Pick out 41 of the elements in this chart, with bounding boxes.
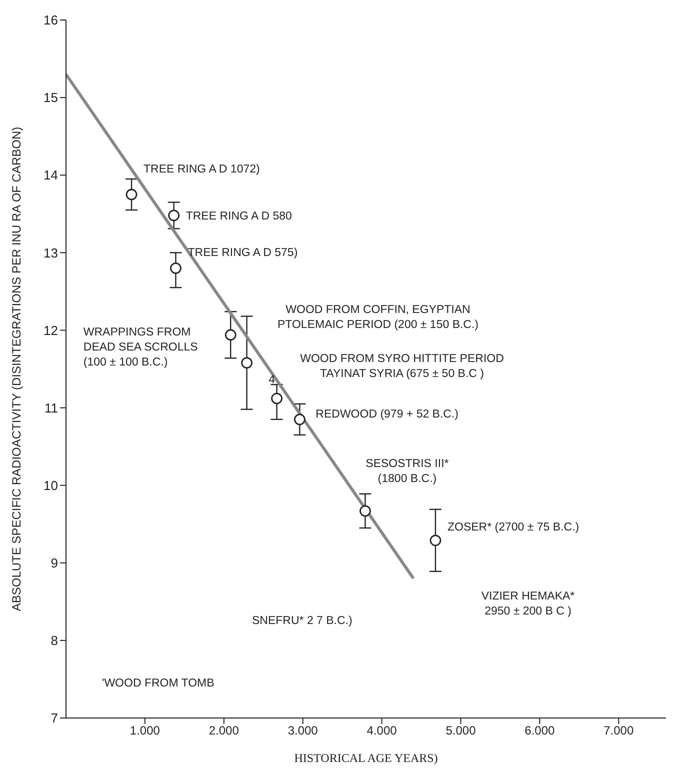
x-axis-title: HISTORICAL AGE YEARS) bbox=[294, 751, 438, 765]
x-tick-label: 4.000 bbox=[366, 724, 398, 738]
annotation: TREE RING A D 580 bbox=[186, 210, 292, 222]
point bbox=[430, 534, 442, 546]
annotation: REDWOOD (979 + 52 B.C.) bbox=[316, 408, 459, 420]
annotation: SESOSTRIS III* (1800 B.C.) bbox=[366, 458, 450, 485]
y-tick-label: 10 bbox=[44, 478, 58, 493]
annotation: VIZIER HEMAKA* 2950 ± 200 B C ) bbox=[481, 590, 576, 618]
y-tick-label: 12 bbox=[44, 322, 58, 338]
y-tick-label: 16 bbox=[44, 12, 58, 28]
y-tick-label: 11 bbox=[44, 400, 58, 416]
point bbox=[170, 262, 182, 274]
annotation: SNEFRU* 2 7 B.C.) bbox=[252, 614, 352, 627]
x-tick-label: 3.000 bbox=[288, 724, 318, 738]
y-tick-label: 8 bbox=[50, 633, 58, 648]
x-tick-label: 2.000 bbox=[208, 724, 240, 738]
x-tick-label: 5.000 bbox=[446, 724, 476, 738]
y-tick-label: 9 bbox=[50, 556, 58, 571]
annotation: WOOD FROM COFFIN, EGYPTIAN PTOLEMAIC PERIOD (200 ± 150 B.C.) bbox=[277, 304, 479, 332]
y-tick-label: 15 bbox=[44, 90, 58, 106]
annotation: 4 bbox=[268, 374, 276, 386]
annotation: 'WOOD FROM TOMB bbox=[102, 678, 215, 690]
x-tick-label: 1.000 bbox=[130, 724, 160, 738]
point bbox=[168, 210, 180, 222]
annotation: ZOSER* (2700 ± 75 B.C.) bbox=[447, 521, 580, 534]
point bbox=[241, 357, 252, 368]
point bbox=[126, 188, 138, 200]
point bbox=[294, 414, 306, 426]
y-tick-label: 14 bbox=[44, 168, 58, 183]
point bbox=[271, 392, 282, 404]
annotation: TREE RING A D 1072) bbox=[144, 164, 260, 176]
y-tick-label: 13 bbox=[44, 245, 58, 260]
annotation: WOOD FROM SYRO HITTITE PERIOD TAYINAT SYRIA (675 ± 50 B.C ) bbox=[300, 353, 504, 380]
point bbox=[224, 329, 236, 341]
y-axis-title: ABSOLUTE SPECIFIC RADIOACTIVITY (DISINTEGRATIONS PER INU RA OF CARBON) bbox=[9, 126, 24, 612]
annotation: TREE RING A D 575) bbox=[188, 247, 298, 260]
annotation: WRAPPINGS FROM DEAD SEA SCROLLS (100 ± 100 B.C.) bbox=[83, 326, 198, 368]
point bbox=[360, 505, 371, 517]
y-tick-label: 7 bbox=[50, 710, 58, 726]
x-tick-label: 7.000 bbox=[604, 724, 634, 738]
x-tick-label: 6.000 bbox=[524, 724, 556, 738]
